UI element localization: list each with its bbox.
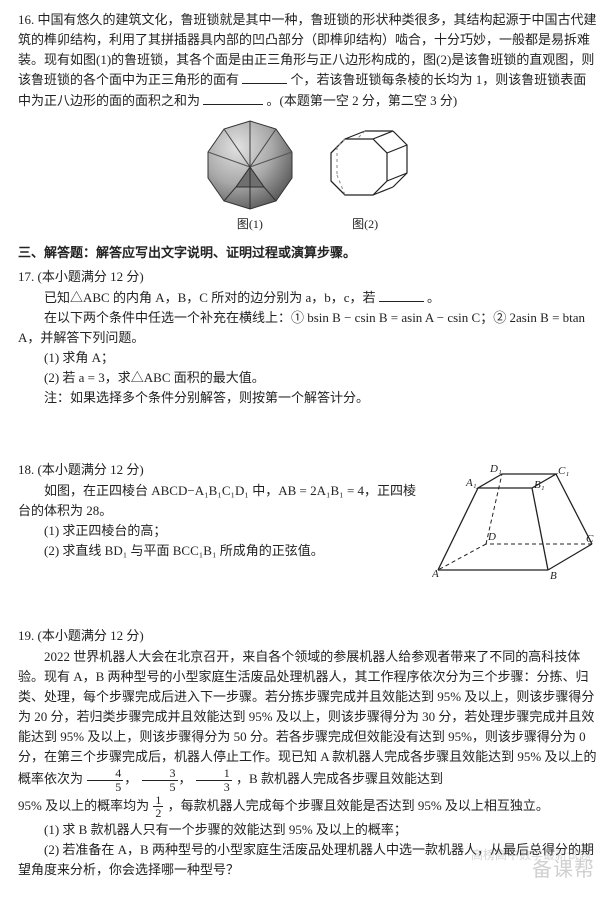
q18-figure: A B C D A₁ B₁ C₁ D₁ <box>432 462 597 580</box>
q19-para1: 2022 世界机器人大会在北京召开，来自各个领域的参展机器人给参观者带来了不同的… <box>18 647 597 794</box>
q17-blank <box>379 288 424 301</box>
q18-frustum-svg: A B C D A₁ B₁ C₁ D₁ <box>432 462 597 580</box>
section-3-title: 三、解答题：解答应写出文字说明、证明过程或演算步骤。 <box>18 243 597 263</box>
q16-fig2-svg <box>315 117 415 213</box>
q17-part2: (2) 若 a = 3，求△ABC 面积的最大值。 <box>18 368 597 388</box>
q19-head: (本小题满分 12 分) <box>38 628 144 643</box>
q19-para1b: ，B 款机器人完成各步骤且效能达到 <box>236 771 443 786</box>
q16-body-3: 。(本题第一空 2 分，第二空 3 分) <box>267 93 458 108</box>
q18-head: (本小题满分 12 分) <box>38 462 144 477</box>
q16-fig1-wrap: 图(1) <box>200 117 300 234</box>
lbl-C1: C₁ <box>558 465 569 477</box>
q19-head-line: 19. (本小题满分 12 分) <box>18 626 597 646</box>
q19-part1: (1) 求 B 款机器人只有一个步骤的效能达到 95% 及以上的概率； <box>18 820 597 840</box>
q17-head: (本小题满分 12 分) <box>38 269 144 284</box>
q16-fig1-svg <box>200 117 300 213</box>
q19-frac-half: 1 2 <box>153 794 163 820</box>
lbl-A1: A₁ <box>465 477 477 489</box>
q19-frac-1: 4 5 <box>87 767 123 793</box>
q18-number: 18. <box>18 462 34 477</box>
q16-figures: 图(1) <box>18 117 597 234</box>
q17-note: 注：如果选择多个条件分别解答，则按第一个解答计分。 <box>18 388 597 408</box>
question-17: 17. (本小题满分 12 分) 已知△ABC 的内角 A，B，C 所对的边分别… <box>18 267 597 408</box>
lbl-D: D <box>487 531 496 543</box>
q19-part2: (2) 若准备在 A，B 两种型号的小型家庭生活废品处理机器人中选一款机器人，从… <box>18 840 597 880</box>
q19-number: 19. <box>18 628 34 643</box>
q19-para2b: ，每款机器人完成每个步骤且效能是否达到 95% 及以上相互独立。 <box>168 798 549 813</box>
q16-blank-1 <box>242 71 287 84</box>
q17-line1: 已知△ABC 的内角 A，B，C 所对的边分别为 a，b，c，若 。 <box>18 288 597 308</box>
lbl-A: A <box>432 568 439 580</box>
lbl-B1: B₁ <box>534 479 545 491</box>
q17-line1a: 已知△ABC 的内角 A，B，C 所对的边分别为 a，b，c，若 <box>44 290 376 305</box>
q19-frac-3: 1 3 <box>196 767 232 793</box>
q19-para1-text: 2022 世界机器人大会在北京召开，来自各个领域的参展机器人给参观者带来了不同的… <box>18 649 597 787</box>
spacer-18-19 <box>18 594 597 626</box>
q17-part1: (1) 求角 A； <box>18 348 597 368</box>
question-18: A B C D A₁ B₁ C₁ D₁ 18. (本小题满分 12 分) 如图，… <box>18 460 597 584</box>
q17-line2: 在以下两个条件中任选一个补充在横线上：① bsin B − csin B = a… <box>18 308 597 348</box>
q16-caption-1: 图(1) <box>200 215 300 234</box>
q17-number: 17. <box>18 269 34 284</box>
q16-blank-2 <box>203 91 263 104</box>
question-16: 16. 中国有悠久的建筑文化，鲁班锁就是其中一种，鲁班锁的形状种类很多，其结构起… <box>18 10 597 233</box>
q19-frac-2: 3 5 <box>142 767 178 793</box>
q17-head-line: 17. (本小题满分 12 分) <box>18 267 597 287</box>
q17-line1b: 。 <box>427 290 440 305</box>
q16-fig2-wrap: 图(2) <box>315 117 415 234</box>
q16-number: 16. <box>18 12 34 27</box>
q19-para2: 95% 及以上的概率均为 1 2 ，每款机器人完成每个步骤且效能是否达到 95%… <box>18 794 597 820</box>
q19-para2a: 95% 及以上的概率均为 <box>18 798 149 813</box>
spacer-17-18 <box>18 418 597 460</box>
lbl-B: B <box>550 570 557 580</box>
question-19: 19. (本小题满分 12 分) 2022 世界机器人大会在北京召开，来自各个领… <box>18 626 597 880</box>
lbl-D1: D₁ <box>489 463 502 475</box>
q16-caption-2: 图(2) <box>315 215 415 234</box>
lbl-C: C <box>586 533 594 545</box>
